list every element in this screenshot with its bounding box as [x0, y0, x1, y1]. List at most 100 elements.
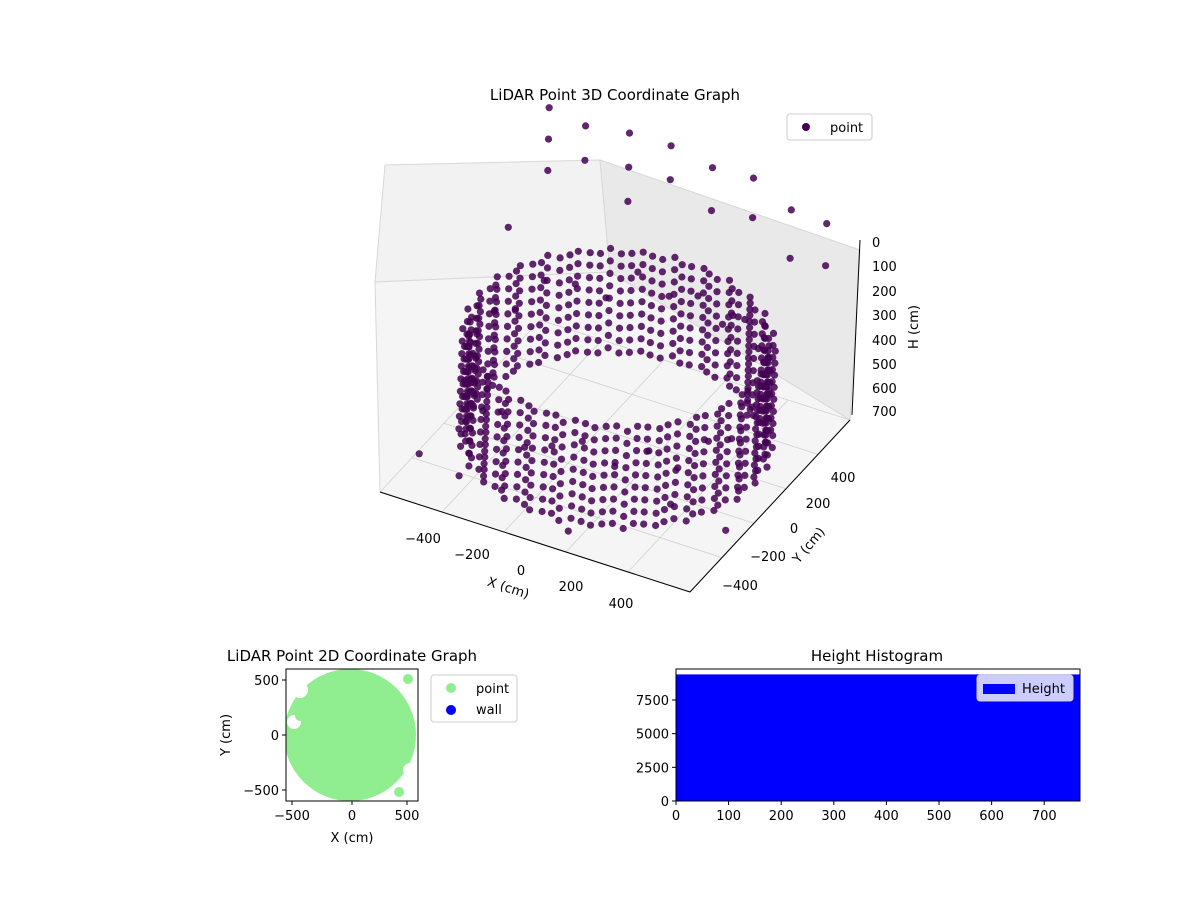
point-3d: [735, 475, 743, 483]
point-3d: [628, 262, 636, 270]
point-3d: [759, 370, 767, 378]
point-3d: [502, 457, 510, 465]
point-3d: [484, 360, 492, 368]
point-3d: [528, 298, 536, 306]
point-3d: [536, 296, 545, 304]
point-3d: [578, 493, 586, 501]
point-3d: [684, 469, 692, 477]
point-3d: [749, 174, 758, 182]
point-3d: [724, 350, 732, 358]
x-tick-hist: 100: [716, 809, 741, 824]
point-3d: [710, 506, 718, 515]
point-3d: [625, 163, 633, 171]
point-3d: [541, 351, 549, 359]
x-axis-label-2d: X (cm): [331, 831, 374, 846]
point-3d: [545, 104, 553, 112]
x-ticks-3d: −400 −200 0 200 400: [405, 532, 633, 612]
point-3d: [556, 480, 565, 488]
point-3d: [577, 517, 585, 526]
legend-2d-label-wall: wall: [476, 703, 502, 718]
point-3d: [584, 311, 593, 319]
point-3d: [526, 506, 534, 514]
point-3d: [570, 453, 578, 461]
point-2d: [295, 711, 305, 721]
point-3d: [622, 452, 631, 460]
point-3d: [481, 447, 489, 455]
point-3d: [539, 483, 547, 491]
point-3d: [586, 249, 594, 257]
point-3d: [769, 329, 778, 337]
point-3d: [823, 220, 831, 228]
point-3d: [512, 267, 521, 275]
point-3d: [658, 268, 667, 276]
point-3d: [733, 374, 741, 382]
point-3d: [465, 462, 473, 470]
point-3d: [722, 472, 730, 480]
point-3d: [744, 378, 752, 386]
z-tick-3d: 300: [872, 309, 897, 324]
point-3d: [542, 326, 550, 334]
x-axis-label-3d: X (cm): [485, 575, 531, 603]
point-3d: [648, 265, 656, 273]
x-tick-2d: 500: [395, 809, 420, 824]
point-3d: [761, 309, 769, 318]
point-3d: [589, 460, 597, 468]
point-3d: [668, 352, 677, 360]
point-3d: [637, 322, 646, 330]
point-3d: [510, 355, 518, 363]
point-3d: [622, 464, 630, 472]
point-3d: [580, 456, 588, 464]
point-3d: [676, 334, 685, 343]
point-3d: [726, 382, 734, 390]
point-3d: [586, 261, 594, 269]
point-3d: [623, 427, 632, 435]
point-3d: [627, 299, 635, 307]
point-3d: [670, 278, 678, 286]
point-3d: [646, 339, 655, 347]
point-3d: [658, 292, 666, 301]
point-3d: [605, 294, 613, 302]
point-3d: [616, 299, 624, 307]
point-3d: [750, 342, 758, 350]
point-3d: [513, 483, 521, 491]
z-tick-3d: 0: [872, 236, 880, 251]
point-3d: [705, 270, 713, 278]
tick-marks-hist: [672, 699, 1045, 805]
point-3d: [584, 336, 592, 344]
point-3d: [515, 312, 523, 320]
point-3d: [556, 266, 564, 274]
z-tick-3d: 500: [872, 358, 897, 373]
x-tick-hist: 700: [1032, 809, 1057, 824]
point-3d: [556, 254, 564, 262]
point-3d: [671, 478, 680, 486]
point-3d: [514, 458, 522, 466]
point-3d: [748, 403, 756, 411]
point-3d: [483, 391, 492, 399]
x-tick-3d: 0: [517, 564, 525, 579]
point-3d: [524, 414, 532, 422]
point-3d: [607, 244, 615, 253]
point-3d: [616, 312, 624, 320]
legend-2d-marker-point: [446, 683, 456, 693]
point-3d: [723, 448, 731, 456]
point-3d: [558, 443, 566, 451]
point-3d: [540, 471, 548, 479]
point-3d: [574, 272, 582, 280]
point-3d: [723, 460, 731, 468]
point-3d: [715, 477, 723, 485]
point-3d: [705, 282, 713, 290]
point-3d: [505, 285, 513, 293]
point-3d: [647, 314, 655, 322]
point-3d: [572, 322, 580, 330]
point-3d: [724, 337, 732, 345]
point-3d: [469, 375, 477, 383]
point-3d: [745, 360, 753, 368]
point-3d: [822, 262, 830, 270]
point-3d: [522, 476, 530, 484]
x-tick-2d: 0: [348, 809, 356, 824]
point-3d: [543, 276, 551, 284]
point-3d: [642, 472, 650, 480]
point-3d: [511, 305, 519, 313]
point-3d: [639, 273, 647, 281]
point-3d: [495, 396, 503, 404]
